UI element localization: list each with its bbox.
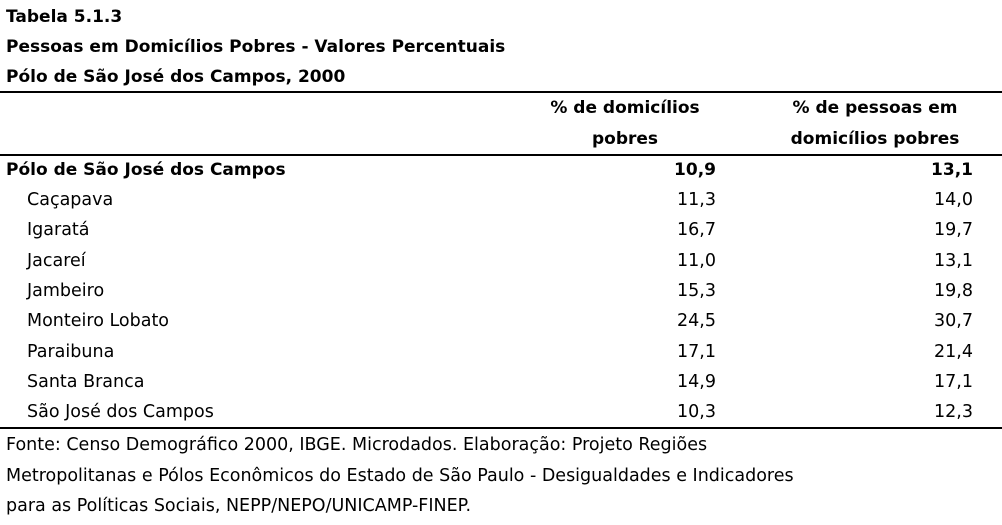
table-place: Pólo de São José dos Campos, 2000 bbox=[6, 67, 346, 87]
column-header: % de domicílios bbox=[550, 98, 700, 118]
cell-value: 14,9 bbox=[677, 371, 716, 392]
cell-value: 19,8 bbox=[934, 280, 973, 301]
total-label: Pólo de São José dos Campos bbox=[6, 160, 286, 180]
row-label: Monteiro Lobato bbox=[27, 311, 170, 332]
table-number: Tabela 5.1.3 bbox=[6, 7, 123, 27]
rule bbox=[0, 91, 1002, 93]
cell-value: 12,3 bbox=[934, 402, 973, 423]
cell-value: 16,7 bbox=[677, 220, 716, 241]
cell-value: 10,3 bbox=[677, 402, 716, 423]
cell-value: 10,9 bbox=[674, 160, 716, 180]
row-label: Jacareí bbox=[27, 250, 86, 271]
rule bbox=[0, 154, 1002, 156]
cell-value: 21,4 bbox=[934, 341, 973, 362]
footnote: para as Políticas Sociais, NEPP/NEPO/UNI… bbox=[6, 496, 472, 516]
table-title: Pessoas em Domicílios Pobres - Valores P… bbox=[6, 37, 506, 57]
footnote: Metropolitanas e Pólos Econômicos do Est… bbox=[6, 465, 794, 486]
cell-value: 11,3 bbox=[677, 190, 716, 210]
footnote: Fonte: Censo Demográfico 2000, IBGE. Mic… bbox=[6, 435, 708, 455]
cell-value: 14,0 bbox=[934, 190, 973, 210]
row-label: Santa Branca bbox=[27, 371, 145, 392]
column-header: pobres bbox=[591, 129, 659, 149]
column-header: domicílios pobres bbox=[790, 129, 960, 149]
cell-value: 30,7 bbox=[934, 311, 973, 332]
cell-value: 17,1 bbox=[677, 341, 716, 362]
cell-value: 19,7 bbox=[934, 220, 973, 241]
rule bbox=[0, 427, 1002, 429]
row-label: Jambeiro bbox=[27, 280, 105, 301]
row-label: São José dos Campos bbox=[27, 402, 214, 423]
column-header: % de pessoas em bbox=[792, 98, 958, 118]
cell-value: 17,1 bbox=[934, 371, 973, 392]
row-label: Caçapava bbox=[27, 190, 114, 210]
cell-value: 11,0 bbox=[677, 250, 716, 271]
row-label: Igaratá bbox=[27, 220, 90, 241]
cell-value: 15,3 bbox=[677, 280, 716, 301]
cell-value: 13,1 bbox=[931, 160, 973, 180]
row-label: Paraibuna bbox=[27, 341, 115, 362]
cell-value: 13,1 bbox=[934, 250, 973, 271]
cell-value: 24,5 bbox=[677, 311, 716, 332]
